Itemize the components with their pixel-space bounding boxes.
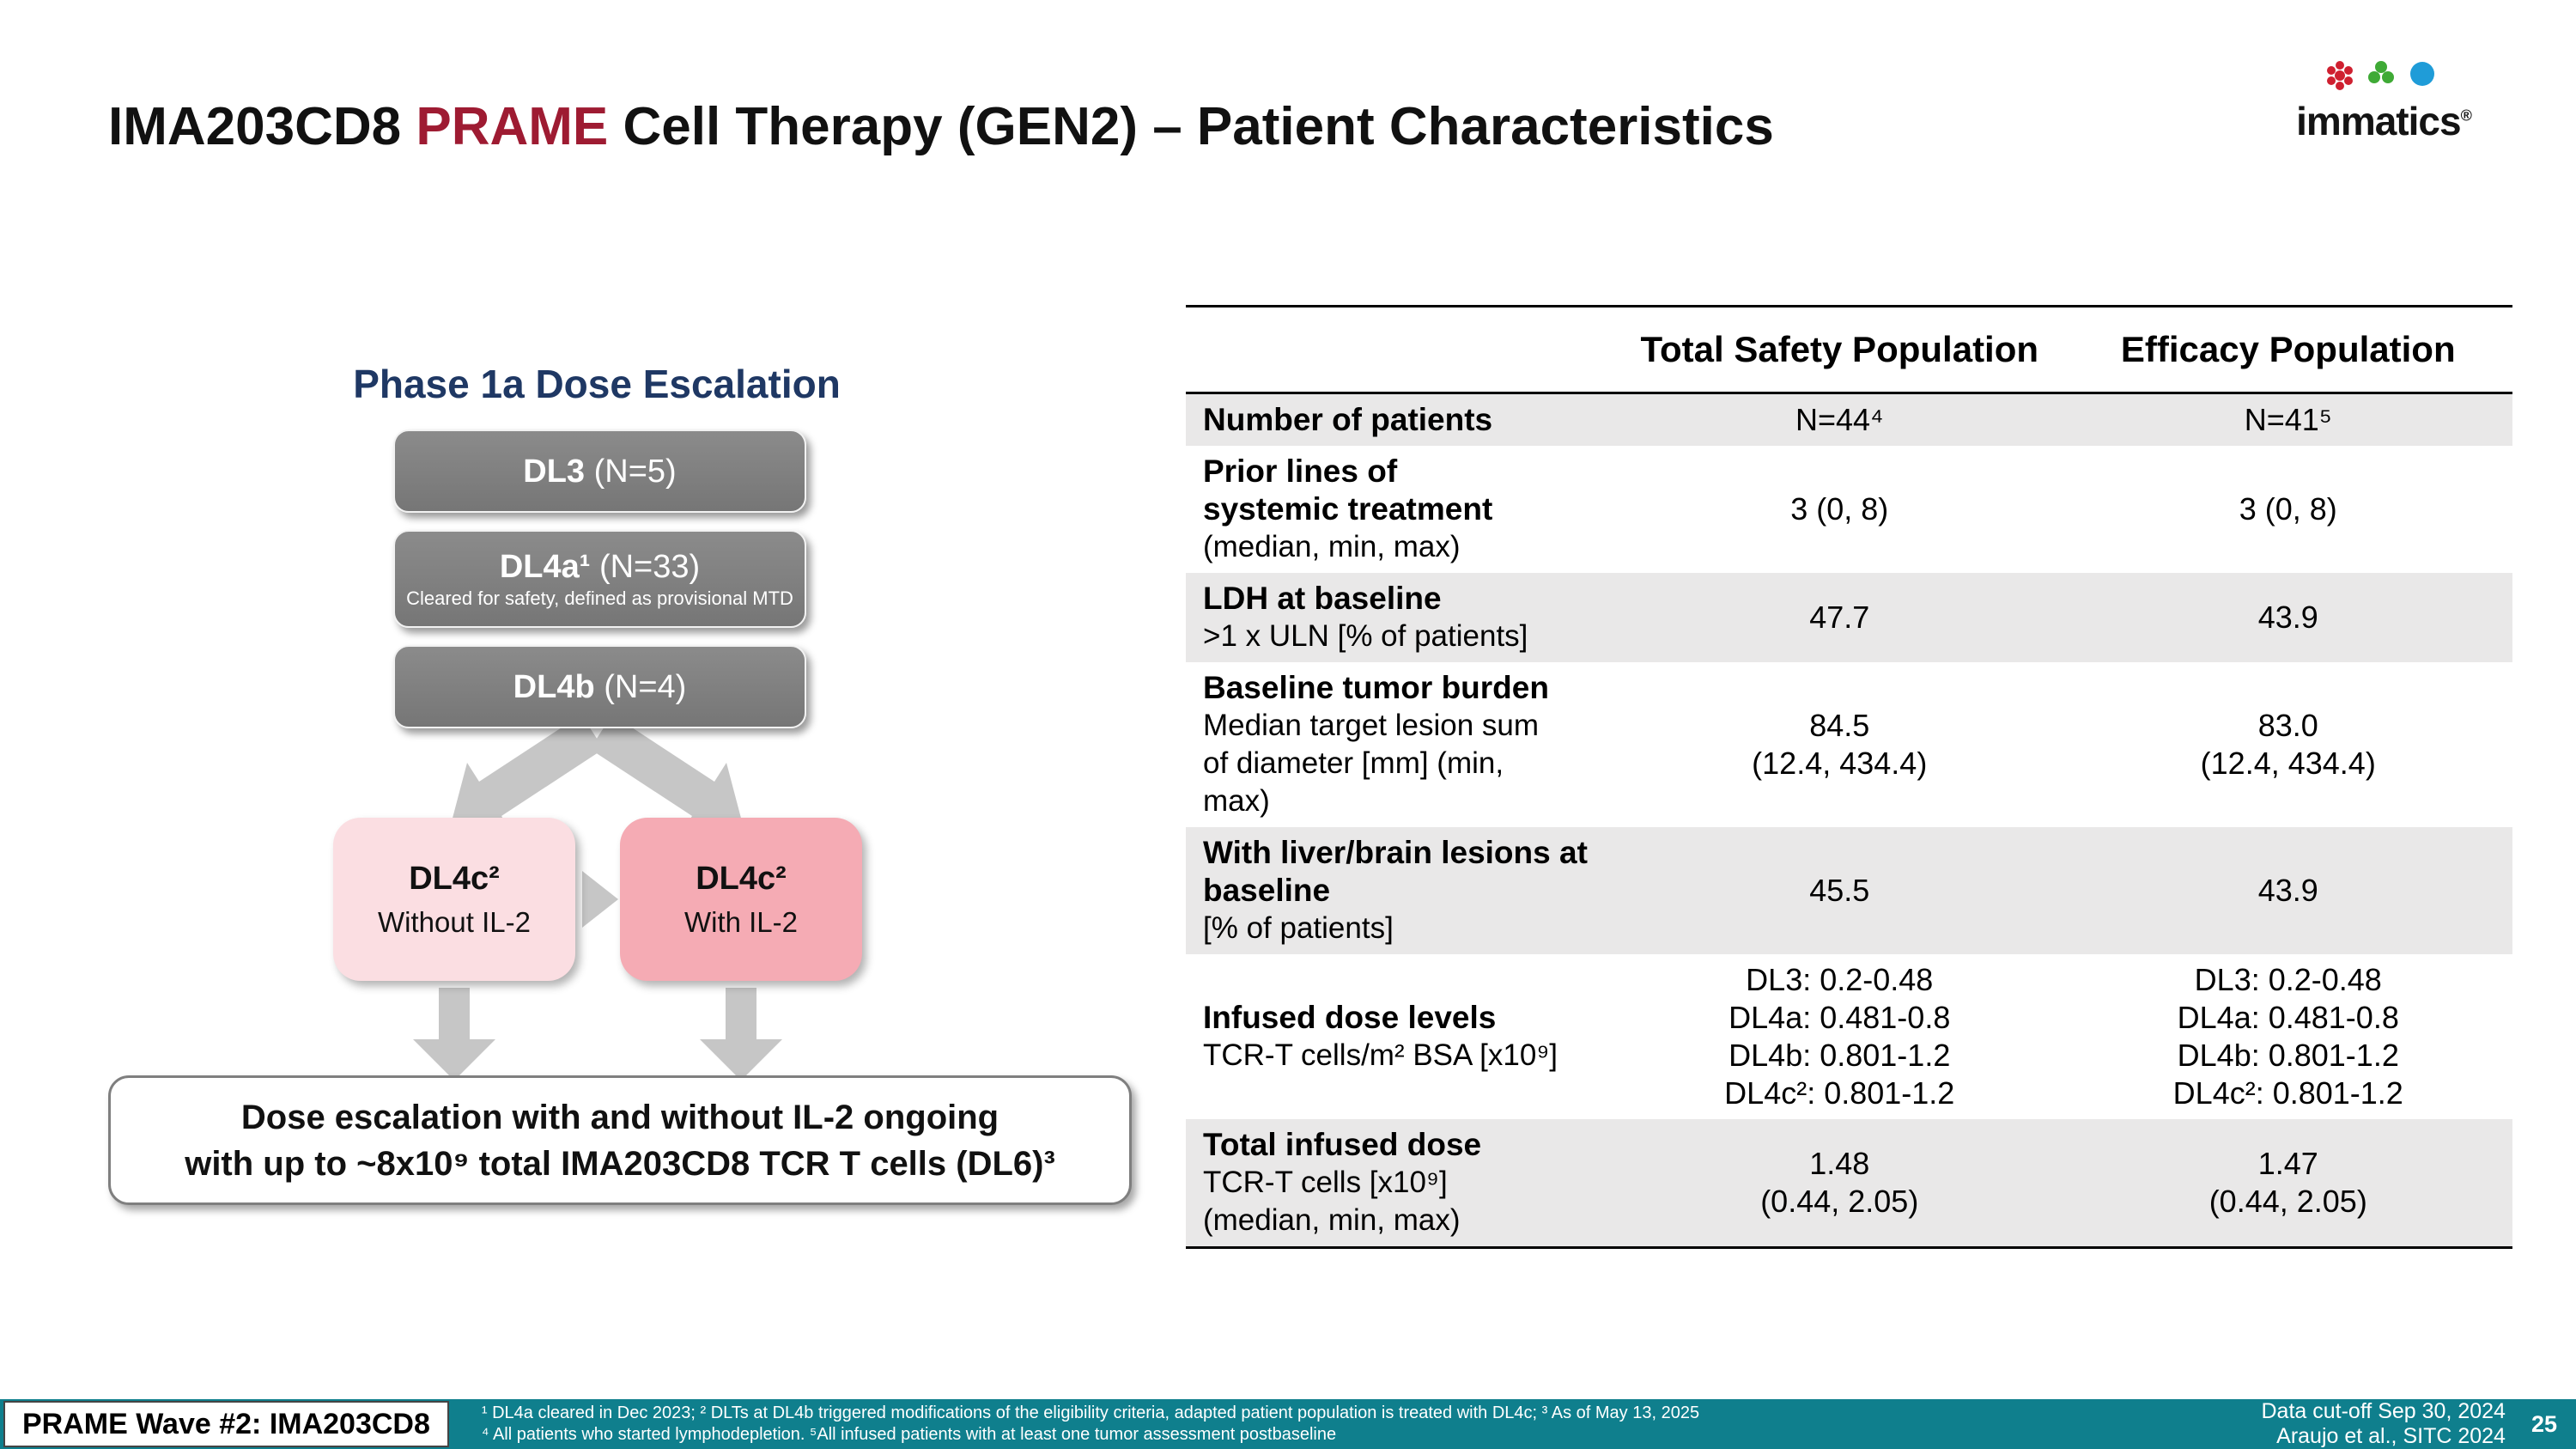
table-header-safety: Total Safety Population (1640, 329, 2039, 369)
table-row: Prior lines of systemic treatment (median… (1186, 446, 2512, 573)
efficacy-value: N=41⁵ (2244, 402, 2332, 437)
dose-box-dl3-label: DL3 (N=5) (523, 453, 677, 490)
branch-box-without-il2: DL4c² Without IL-2 (333, 818, 575, 981)
red-rosette-icon (2327, 61, 2353, 90)
safety-value: DL3: 0.2-0.48 DL4a: 0.481-0.8 DL4b: 0.80… (1724, 962, 1955, 1111)
table-row: Number of patients N=44⁴ N=41⁵ (1186, 394, 2512, 446)
dose-box-dl4a-label: DL4a¹ (N=33) (499, 549, 701, 585)
row-label: LDH at baseline >1 x ULN [% of patients] (1203, 581, 1528, 653)
green-rosette-icon (2368, 61, 2394, 83)
table-row: Infused dose levels TCR-T cells/m² BSA [x… (1186, 954, 2512, 1119)
dose-box-dl3: DL3 (N=5) (393, 429, 806, 513)
table-row: Baseline tumor burden Median target lesio… (1186, 662, 2512, 827)
row-label: With liver/brain lesions at baseline [% o… (1203, 835, 1588, 945)
blue-dot-icon (2410, 62, 2434, 86)
logo-wordmark: immatics® (2296, 99, 2472, 143)
patient-characteristics-table: Total Safety Population Efficacy Populat… (1186, 305, 2512, 1249)
footer-bar: PRAME Wave #2: IMA203CD8 ¹ DL4a cleared … (0, 1399, 2576, 1449)
branch-box-label: DL4c² (409, 860, 500, 897)
footnotes: ¹ DL4a cleared in Dec 2023; ² DLTs at DL… (482, 1403, 1699, 1446)
efficacy-value: 83.0 (12.4, 434.4) (2200, 708, 2376, 781)
dose-box-dl4a: DL4a¹ (N=33) Cleared for safety, defined… (393, 530, 806, 628)
safety-value: 45.5 (1809, 873, 1870, 908)
efficacy-value: DL3: 0.2-0.48 DL4a: 0.481-0.8 DL4b: 0.80… (2172, 962, 2403, 1111)
arrow-right-small-icon (582, 871, 618, 928)
safety-value: 84.5 (12.4, 434.4) (1752, 708, 1928, 781)
dose-box-dl4b: DL4b (N=4) (393, 645, 806, 728)
dose-box-dl4b-label: DL4b (N=4) (513, 668, 687, 705)
dose-escalation-heading: Phase 1a Dose Escalation (353, 362, 841, 406)
page-title: IMA203CD8 PRAME Cell Therapy (GEN2) – Pa… (108, 96, 1774, 157)
table-row: LDH at baseline >1 x ULN [% of patients] … (1186, 573, 2512, 662)
title-prefix: IMA203CD8 (108, 97, 416, 156)
branch-box-subtext: With IL-2 (683, 905, 799, 938)
branch-box-with-il2: DL4c² With IL-2 (620, 818, 862, 981)
arrow-down-left-branch-icon (413, 988, 495, 1081)
efficacy-value: 43.9 (2257, 873, 2318, 908)
arrow-down-right-icon (590, 715, 743, 835)
dose-box-dl4a-subtext: Cleared for safety, defined as provision… (406, 588, 793, 609)
efficacy-value: 43.9 (2257, 600, 2318, 635)
summary-line-2: with up to ~8x10⁹ total IMA203CD8 TCR T … (185, 1144, 1055, 1183)
row-label: Infused dose levels TCR-T cells/m² BSA [x… (1203, 1000, 1558, 1072)
title-highlight-prame: PRAME (416, 97, 609, 156)
efficacy-value: 1.47 (0.44, 2.05) (2208, 1146, 2367, 1219)
summary-line-1: Dose escalation with and without IL-2 on… (240, 1098, 999, 1136)
footer-right-block: Data cut-off Sep 30, 2024 Araujo et al.,… (2261, 1399, 2505, 1449)
table-header-row: Total Safety Population Efficacy Populat… (1186, 305, 2512, 394)
row-label: Prior lines of systemic treatment (median… (1203, 454, 1493, 563)
row-label: Number of patients (1203, 402, 1493, 437)
dose-escalation-summary-box: Dose escalation with and without IL-2 on… (108, 1075, 1132, 1205)
table-row: With liver/brain lesions at baseline [% o… (1186, 827, 2512, 954)
footnote-line-2: ⁴ All patients who started lymphodepleti… (481, 1425, 1337, 1444)
arrow-down-left-icon (451, 715, 604, 835)
safety-value: 1.48 (0.44, 2.05) (1760, 1146, 1919, 1219)
efficacy-value: 3 (0, 8) (2239, 491, 2337, 527)
branch-box-subtext: Without IL-2 (378, 905, 531, 938)
table-header-efficacy: Efficacy Population (2120, 329, 2456, 369)
immatics-logo: immatics® (2246, 55, 2521, 144)
safety-value: 3 (0, 8) (1790, 491, 1889, 527)
registered-mark: ® (2460, 107, 2472, 125)
data-cutoff: Data cut-off Sep 30, 2024 (2261, 1399, 2506, 1423)
safety-value: 47.7 (1809, 600, 1870, 635)
wave-label-box: PRAME Wave #2: IMA203CD8 (3, 1401, 449, 1447)
row-label: Total infused dose TCR-T cells [x10⁹] (me… (1203, 1127, 1482, 1237)
footnote-line-1: ¹ DL4a cleared in Dec 2023; ² DLTs at DL… (481, 1403, 1700, 1422)
branch-box-label: DL4c² (696, 860, 787, 897)
row-label: Baseline tumor burden Median target lesio… (1203, 670, 1549, 818)
logo-dots-icon (2327, 61, 2434, 90)
page-number: 25 (2530, 1410, 2557, 1437)
arrow-down-right-branch-icon (700, 988, 782, 1081)
citation: Araujo et al., SITC 2024 (2276, 1424, 2506, 1448)
safety-value: N=44⁴ (1795, 402, 1884, 437)
title-suffix: Cell Therapy (GEN2) – Patient Characteri… (608, 97, 1774, 156)
table-row: Total infused dose TCR-T cells [x10⁹] (me… (1186, 1119, 2512, 1246)
